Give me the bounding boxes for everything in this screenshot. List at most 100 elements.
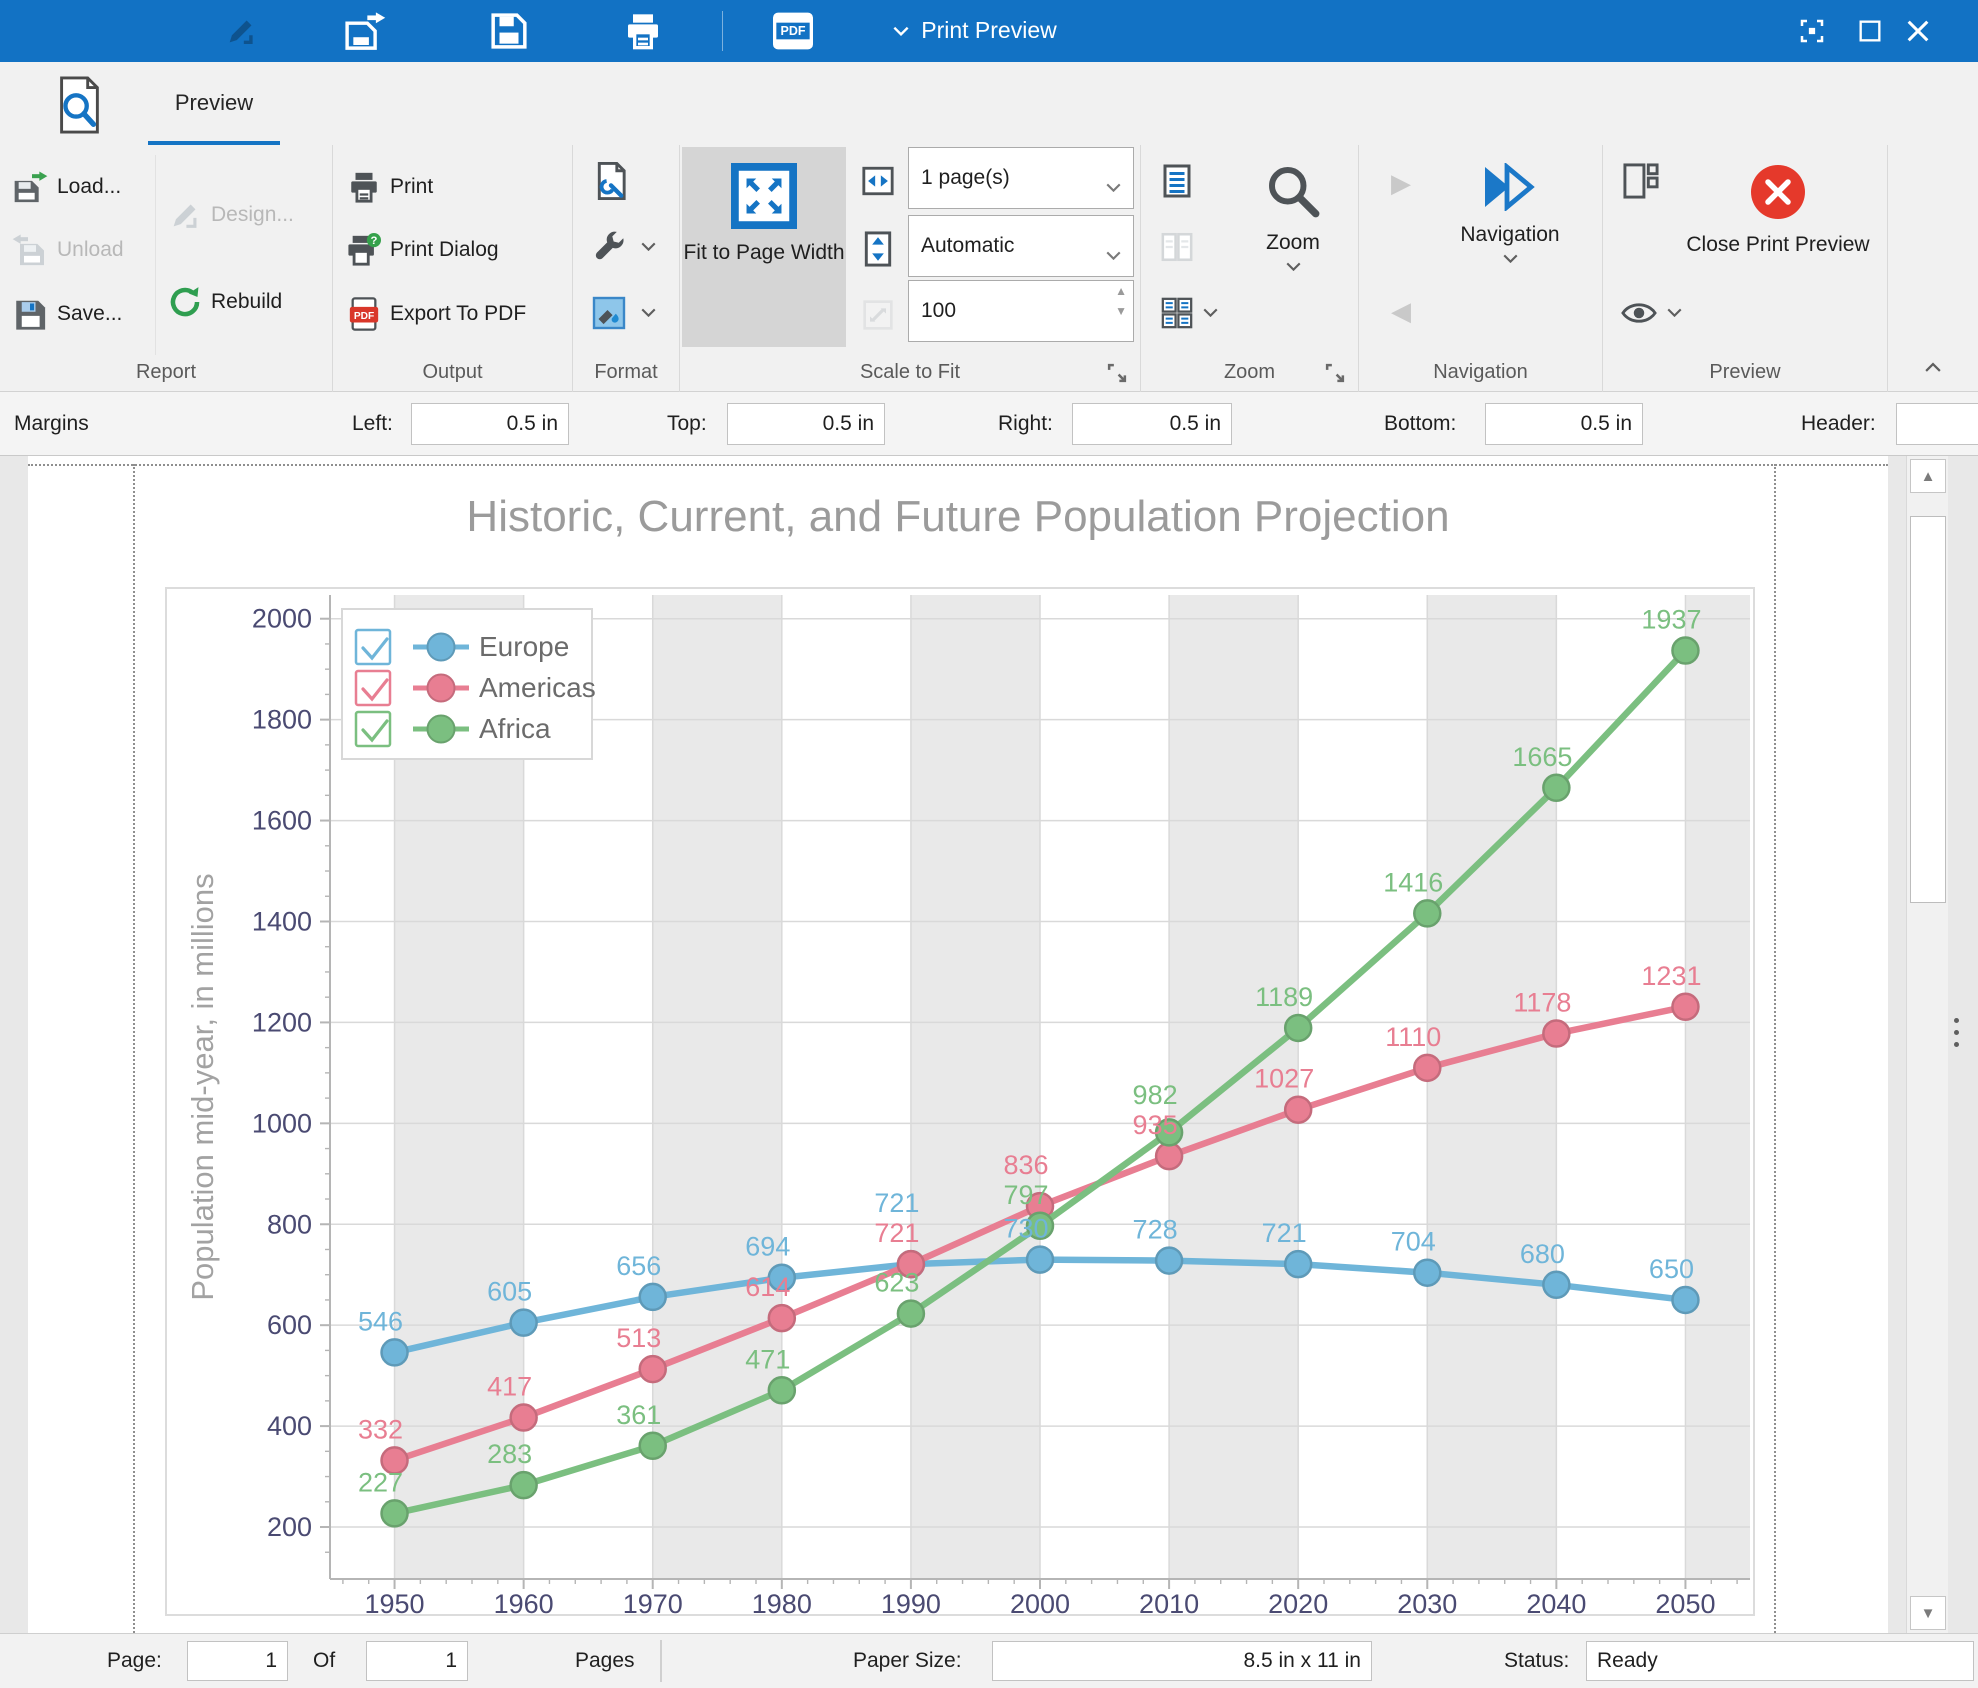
of-label: Of: [313, 1649, 335, 1673]
zoom-button[interactable]: Zoom: [1235, 147, 1351, 347]
fit-to-page-width-icon: [731, 163, 797, 229]
customize-chevron-icon[interactable]: [637, 235, 659, 257]
svg-text:721: 721: [874, 1188, 919, 1218]
multiple-pages-chevron-icon[interactable]: [1199, 301, 1221, 323]
svg-text:1970: 1970: [623, 1589, 683, 1616]
zoom-percent-value: 100: [921, 299, 956, 323]
svg-text:417: 417: [487, 1372, 532, 1402]
fit-to-page-width-button[interactable]: Fit to Page Width: [682, 147, 846, 347]
page-setup-button[interactable]: [591, 159, 631, 203]
vertical-scrollbar[interactable]: ▲ ▼: [1906, 456, 1948, 1633]
margin-left-value: 0.5 in: [507, 412, 558, 436]
page-height-select[interactable]: Automatic: [908, 215, 1134, 277]
margin-left-input[interactable]: 0.5 in: [411, 403, 569, 445]
svg-text:1027: 1027: [1254, 1064, 1314, 1094]
margins-title: Margins: [14, 412, 89, 436]
chart-legend: EuropeAmericasAfrica: [342, 609, 596, 759]
page-height-value: Automatic: [921, 234, 1014, 258]
previous-page-icon: ◀: [1383, 293, 1419, 329]
svg-text:1800: 1800: [252, 705, 312, 735]
group-scale-to-fit: Fit to Page Width 1 page(s) Automatic 10…: [680, 145, 1141, 392]
scroll-up-button[interactable]: ▲: [1910, 459, 1946, 493]
print-preview-app-icon[interactable]: [48, 70, 110, 140]
save-button[interactable]: Save...: [12, 292, 122, 336]
status-label: Status:: [1504, 1649, 1569, 1673]
page-number-input[interactable]: 1: [187, 1641, 288, 1681]
tab-preview-label: Preview: [175, 90, 253, 115]
svg-text:1178: 1178: [1513, 988, 1571, 1018]
scrollbar-thumb[interactable]: [1910, 516, 1946, 903]
data-point: [382, 1500, 408, 1526]
zoom-percent-spinner[interactable]: 100 ▲ ▼: [908, 280, 1134, 342]
svg-text:2000: 2000: [1010, 1589, 1070, 1616]
group-zoom-label: Zoom: [1141, 361, 1358, 384]
close-print-preview-button[interactable]: Close Print Preview: [1685, 147, 1871, 347]
margin-bottom-input[interactable]: 0.5 in: [1485, 403, 1643, 445]
thumbnails-button[interactable]: [1619, 159, 1663, 203]
close-window-button[interactable]: [1898, 13, 1938, 49]
load-button[interactable]: Load...: [12, 165, 121, 209]
multiple-pages-view-button[interactable]: [1157, 291, 1197, 335]
scroll-down-button[interactable]: ▼: [1910, 1596, 1946, 1630]
svg-text:836: 836: [1003, 1150, 1048, 1180]
margin-header-input[interactable]: [1896, 403, 1978, 445]
spin-up-icon[interactable]: ▲: [1115, 285, 1127, 297]
paper-size-value: 8.5 in x 11 in: [1243, 1649, 1361, 1673]
spin-down-icon[interactable]: ▼: [1115, 305, 1127, 317]
margin-right-input[interactable]: 0.5 in: [1072, 403, 1232, 445]
svg-text:1000: 1000: [252, 1108, 312, 1138]
page-total-value: 1: [445, 1649, 457, 1673]
data-point: [1543, 1021, 1569, 1047]
navigation-chevron-icon: [1503, 254, 1518, 263]
page-count-select[interactable]: 1 page(s): [908, 147, 1134, 209]
data-point: [1543, 775, 1569, 801]
data-point: [640, 1356, 666, 1382]
print-dialog-button[interactable]: ? Print Dialog: [347, 228, 499, 272]
page-count-value: 1 page(s): [921, 166, 1010, 190]
collapse-ribbon-button[interactable]: [1918, 355, 1948, 379]
export-to-pdf-button[interactable]: PDF Export To PDF: [347, 292, 526, 336]
customize-button[interactable]: [589, 225, 629, 269]
zoom-percent-spin-buttons[interactable]: ▲ ▼: [1115, 285, 1127, 317]
watermark-visibility-button[interactable]: [1617, 293, 1661, 333]
group-report: Load... Unload Save... Design... Rebuild…: [0, 145, 333, 392]
print-button-label: Print: [390, 175, 433, 199]
panel-splitter-grip[interactable]: [1954, 1018, 1959, 1047]
svg-text:1600: 1600: [252, 806, 312, 836]
svg-text:614: 614: [745, 1272, 790, 1302]
fullscreen-button[interactable]: [1792, 13, 1832, 49]
margin-left-label: Left:: [352, 412, 393, 436]
watermark-button[interactable]: [589, 291, 629, 335]
margins-bar: Margins Left: 0.5 in Top: 0.5 in Right: …: [0, 392, 1978, 456]
tab-preview[interactable]: Preview: [148, 62, 280, 145]
statusbar: Page: 1 Of 1 Pages Paper Size: 8.5 in x …: [0, 1633, 1978, 1688]
one-page-view-button[interactable]: [1157, 159, 1197, 203]
svg-text:1110: 1110: [1385, 1022, 1441, 1052]
legend-label: Americas: [479, 672, 596, 703]
svg-text:2020: 2020: [1268, 1589, 1328, 1616]
margin-top-input[interactable]: 0.5 in: [727, 403, 885, 445]
svg-text:?: ?: [370, 235, 377, 247]
page-total-input[interactable]: 1: [366, 1641, 468, 1681]
eye-chevron-icon[interactable]: [1663, 301, 1685, 323]
data-point: [1285, 1251, 1311, 1277]
group-zoom: Zoom Zoom: [1141, 145, 1359, 392]
data-point: [1414, 1260, 1440, 1286]
left-margin-guide: [133, 464, 135, 1633]
svg-text:332: 332: [358, 1414, 403, 1444]
svg-text:227: 227: [358, 1467, 403, 1497]
ribbon-body: Load... Unload Save... Design... Rebuild…: [0, 145, 1978, 392]
svg-text:2030: 2030: [1397, 1589, 1457, 1616]
watermark-chevron-icon[interactable]: [637, 301, 659, 323]
data-point: [511, 1472, 537, 1498]
printer-icon: [347, 170, 381, 204]
svg-text:PDF: PDF: [354, 311, 374, 322]
top-margin-guide: [28, 464, 1888, 466]
navigation-button[interactable]: Navigation: [1425, 147, 1595, 347]
document-preview-area[interactable]: Historic, Current, and Future Population…: [0, 456, 1978, 1633]
rebuild-button[interactable]: Rebuild: [168, 280, 282, 324]
print-button[interactable]: Print: [347, 165, 433, 209]
svg-text:2000: 2000: [252, 604, 312, 634]
design-button-label: Design...: [211, 203, 294, 227]
maximize-button[interactable]: [1850, 13, 1890, 49]
